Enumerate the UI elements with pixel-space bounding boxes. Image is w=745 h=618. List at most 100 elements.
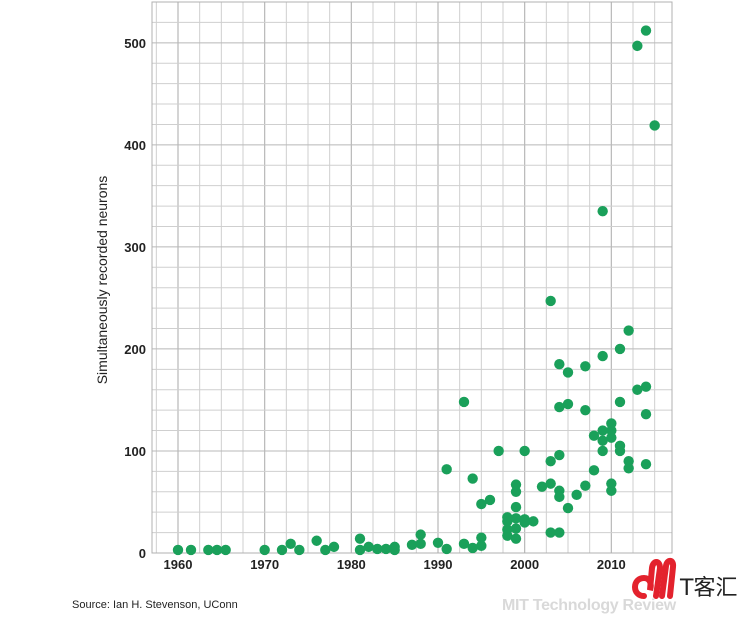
y-tick-label: 300	[124, 240, 146, 255]
data-point	[536, 481, 548, 492]
data-point	[614, 445, 626, 457]
data-point	[606, 432, 617, 443]
data-point	[632, 40, 643, 52]
data-point	[519, 445, 530, 457]
data-points	[172, 25, 660, 556]
data-point	[476, 498, 487, 510]
data-point	[554, 401, 565, 413]
y-tick-label: 200	[124, 342, 146, 357]
data-point	[510, 501, 522, 513]
data-point	[211, 544, 223, 556]
data-point	[562, 502, 574, 514]
data-point	[502, 516, 513, 527]
data-point	[311, 535, 322, 546]
data-point	[640, 459, 652, 470]
data-point	[203, 544, 214, 556]
data-point	[519, 517, 530, 528]
data-point	[363, 541, 374, 553]
data-point	[606, 418, 617, 429]
x-tick-label: 1980	[337, 557, 366, 572]
data-point	[614, 396, 626, 408]
data-point	[632, 384, 643, 395]
data-point	[623, 463, 634, 474]
logo-icon	[632, 557, 677, 599]
x-tick-label: 1990	[424, 557, 453, 572]
y-axis-label: Simultaneously recorded neurons	[94, 176, 110, 385]
data-point	[554, 491, 565, 503]
data-point	[510, 523, 522, 534]
watermark-text: MIT Technology Review	[502, 597, 676, 614]
data-point	[588, 430, 600, 441]
data-point	[389, 544, 400, 556]
data-point	[476, 540, 487, 552]
plot-frame	[151, 1, 673, 554]
logo-text: T客汇	[680, 576, 738, 601]
data-point	[545, 455, 556, 467]
data-point	[467, 473, 478, 484]
x-tick-label: 1960	[164, 557, 193, 572]
data-point	[640, 381, 652, 392]
data-point	[441, 543, 452, 555]
data-point	[320, 544, 331, 556]
data-point	[649, 120, 660, 131]
data-point	[545, 478, 556, 489]
data-point	[467, 542, 478, 554]
data-point	[220, 544, 231, 556]
data-point	[571, 489, 582, 501]
data-point	[441, 464, 452, 475]
data-point	[640, 409, 652, 420]
data-point	[259, 544, 270, 556]
data-point	[484, 494, 496, 506]
data-point	[510, 479, 522, 490]
data-point	[545, 295, 556, 307]
data-point	[285, 538, 296, 550]
data-point	[640, 25, 652, 36]
data-point	[554, 527, 565, 538]
data-point	[597, 350, 608, 362]
data-point	[354, 544, 366, 556]
x-tick-label: 2010	[597, 557, 626, 572]
data-point	[554, 449, 565, 461]
data-point	[458, 396, 470, 408]
data-point	[510, 533, 522, 544]
data-point	[185, 544, 197, 556]
data-point	[597, 205, 608, 217]
data-point	[294, 544, 305, 556]
y-tick-label: 0	[139, 546, 146, 561]
data-point	[614, 343, 626, 355]
data-point	[510, 486, 522, 497]
data-point	[502, 530, 513, 541]
data-point	[580, 361, 591, 372]
data-point	[562, 367, 574, 378]
source-caption: Source: Ian H. Stevenson, UConn	[72, 599, 238, 611]
data-point	[623, 455, 634, 467]
data-point	[415, 529, 426, 540]
data-point	[588, 465, 600, 476]
tick-labels: 1960 1970 1980 1990 2000 2010 0 100 200 300 400 500	[124, 36, 625, 572]
data-point	[562, 398, 574, 410]
data-point	[476, 532, 487, 543]
data-point	[580, 404, 591, 416]
y-tick-label: 500	[124, 36, 146, 51]
data-point	[276, 544, 288, 556]
data-point	[597, 445, 608, 457]
y-tick-label: 400	[124, 138, 146, 153]
data-point	[415, 538, 426, 550]
data-point	[354, 533, 366, 544]
data-point	[406, 539, 418, 551]
y-tick-label: 100	[124, 444, 146, 459]
x-tick-label: 2000	[510, 557, 539, 572]
data-point	[432, 537, 444, 548]
data-point	[528, 516, 539, 527]
data-point	[172, 544, 184, 556]
data-point	[606, 425, 617, 436]
data-point	[597, 425, 608, 436]
data-point	[545, 527, 556, 538]
data-point	[606, 478, 617, 489]
data-point	[606, 485, 617, 496]
data-point	[372, 543, 383, 555]
data-point	[380, 543, 392, 555]
data-point	[458, 538, 470, 550]
data-point	[623, 325, 634, 336]
data-point	[510, 513, 522, 524]
